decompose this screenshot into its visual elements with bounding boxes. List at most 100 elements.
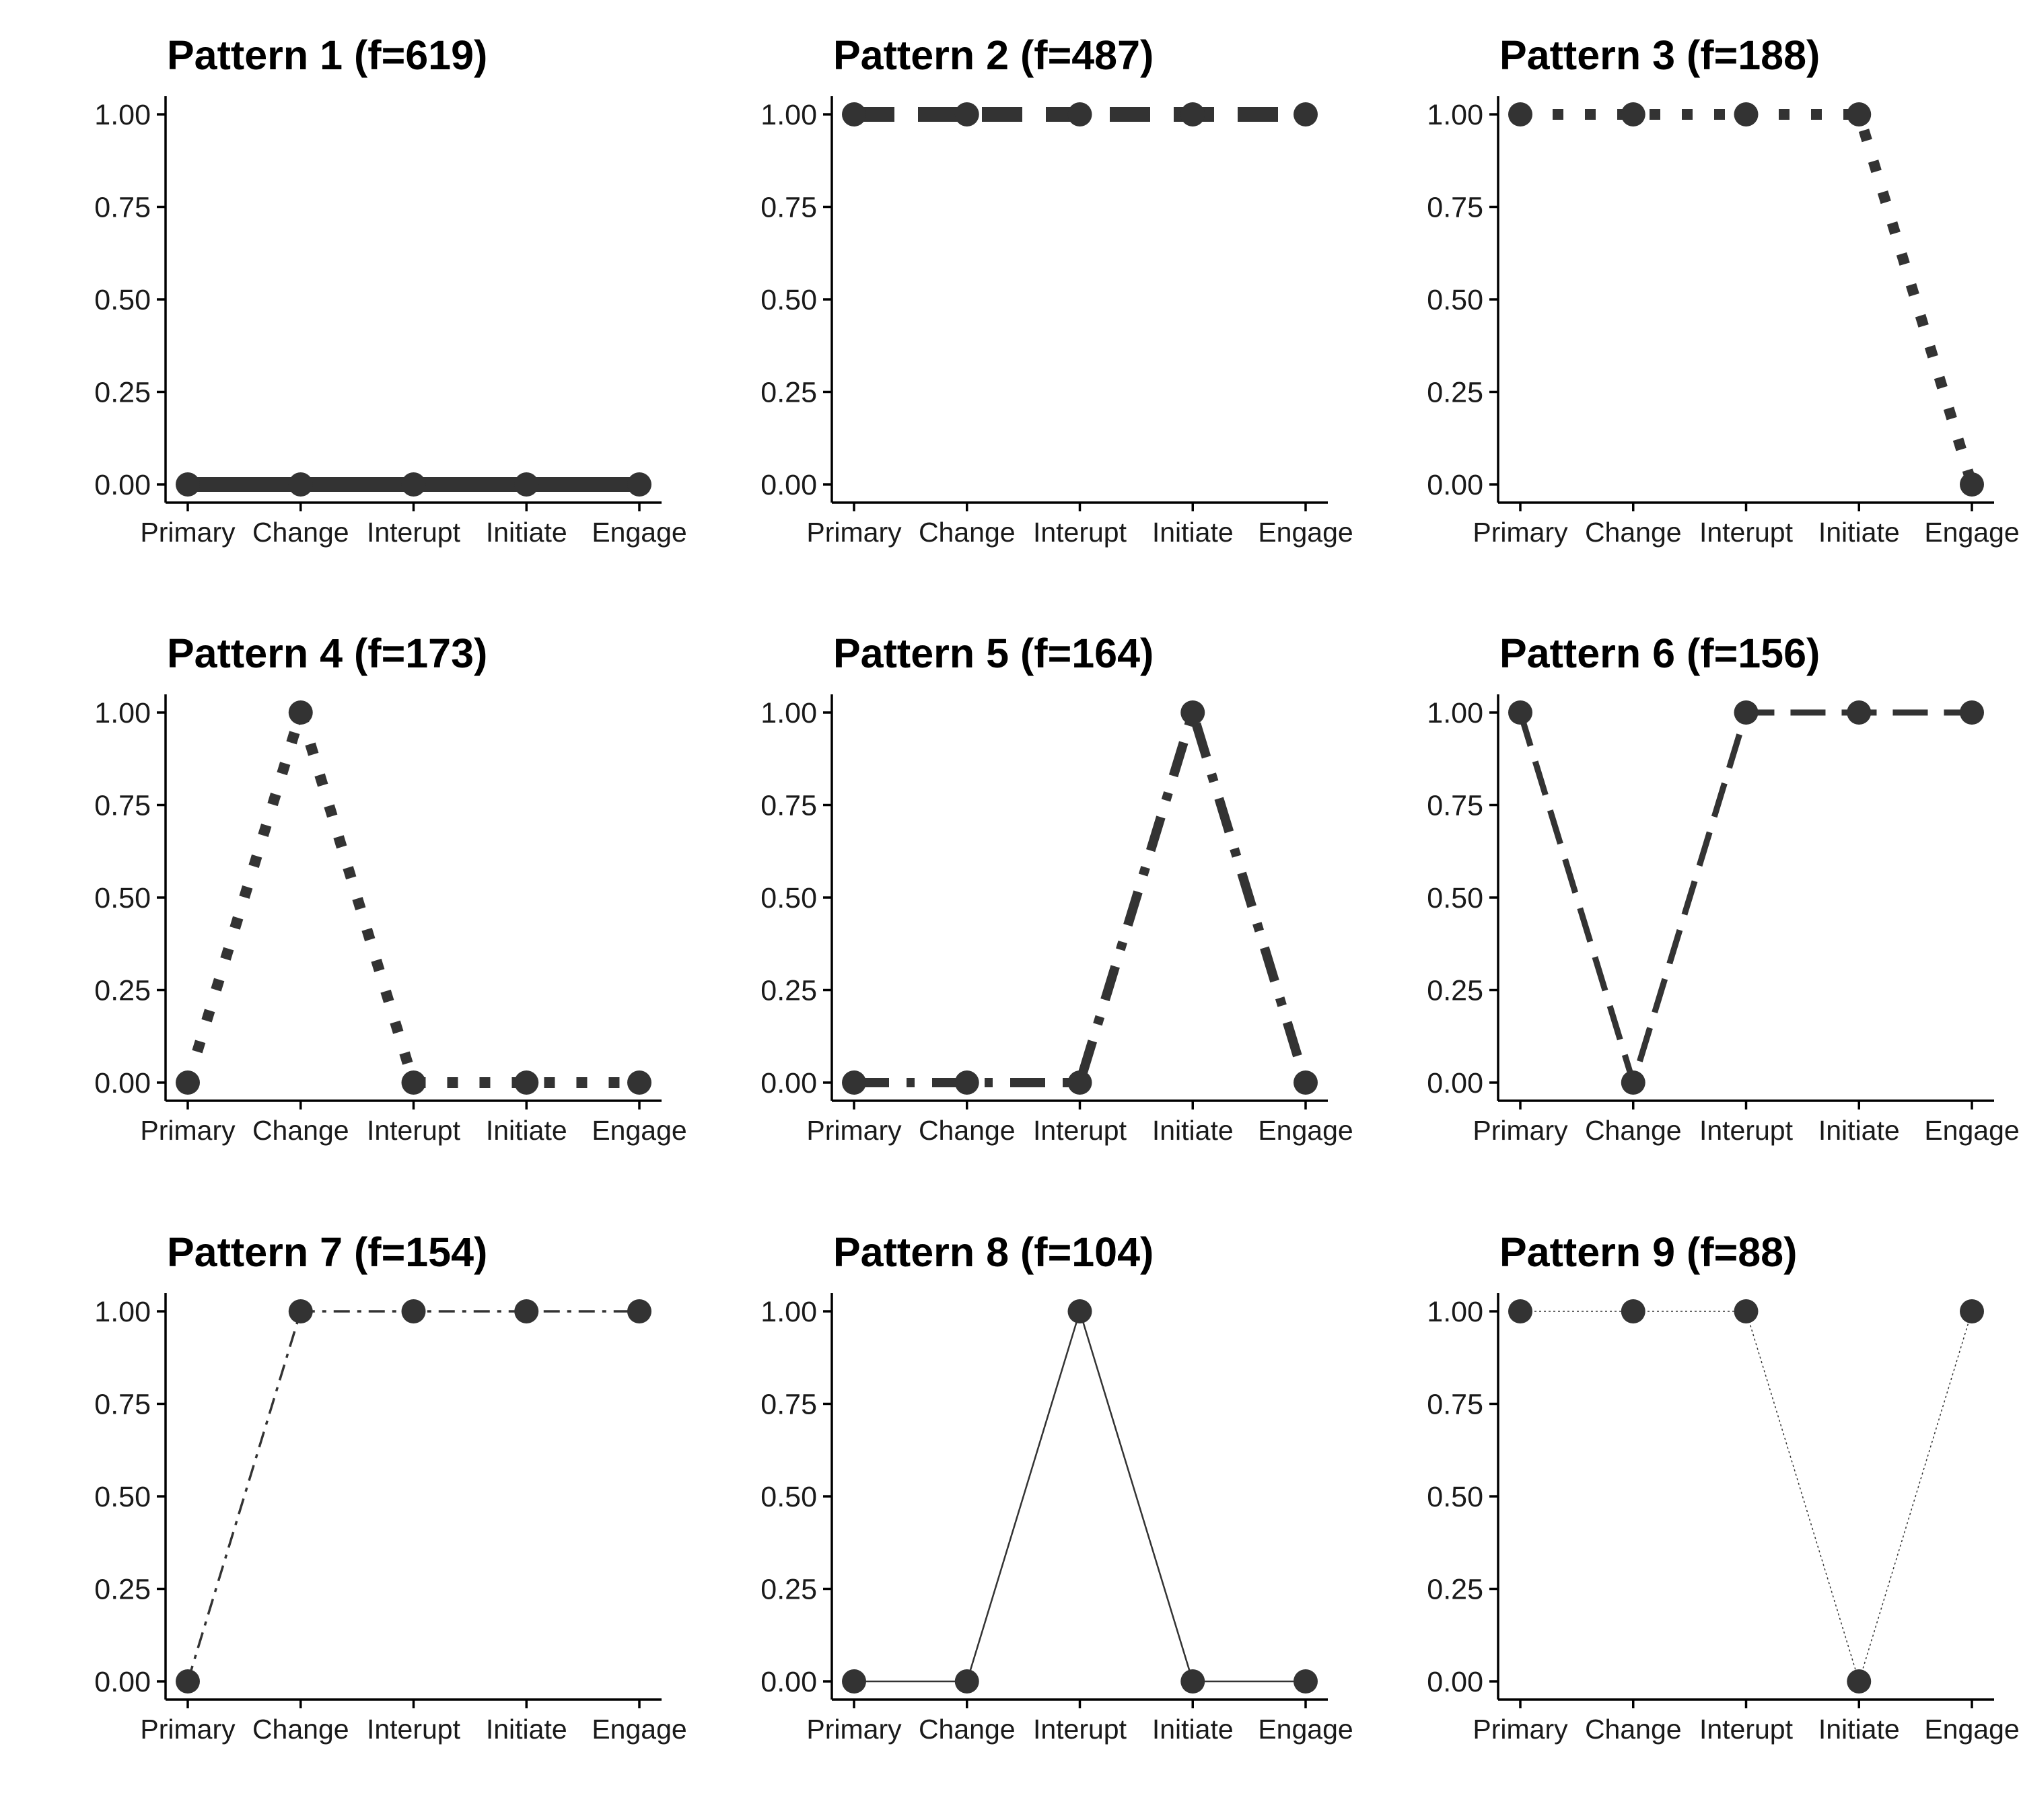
x-tick-label: Initiate [486,1714,567,1745]
x-tick-label: Change [919,1115,1016,1146]
y-tick-label: 1.00 [760,697,817,729]
data-point [1067,102,1092,126]
data-point [1847,1669,1872,1694]
x-tick-label: Initiate [1152,517,1234,548]
x-tick-label: Change [1585,1115,1682,1146]
y-tick-label: 0.00 [760,1067,817,1099]
panel-5: Pattern 5 (f=164) 0.00 0.25 0.50 0.75 1.00 Pri… [760,630,1353,1146]
data-point [176,472,200,497]
y-tick-label: 0.75 [1427,790,1483,822]
data-point [514,472,539,497]
x-tick-label: Change [252,517,349,548]
data-point [954,1669,979,1694]
y-tick-label: 0.00 [760,469,817,501]
x-tick-label: Engage [1258,517,1353,548]
x-tick-label: Initiate [1818,517,1900,548]
y-tick-label: 0.75 [760,1389,817,1421]
y-tick-label: 0.75 [1427,192,1483,224]
y-tick-label: 0.25 [94,377,151,409]
y-tick-label: 1.00 [94,697,151,729]
x-tick-label: Primary [1473,1115,1568,1146]
panel-title: Pattern 6 (f=156) [1499,630,1820,676]
y-tick-label: 0.25 [94,975,151,1007]
x-tick-label: Primary [140,517,236,548]
x-tick-label: Engage [592,517,686,548]
x-tick-label: Initiate [1818,1714,1900,1745]
panel-7: Pattern 7 (f=154) 0.00 0.25 0.50 0.75 1.00 Pri… [94,1229,686,1745]
y-tick-label: 0.50 [1427,1481,1483,1513]
panel-title: Pattern 1 (f=619) [167,32,487,78]
y-tick-label: 1.00 [94,1296,151,1328]
panel-title: Pattern 8 (f=104) [833,1229,1154,1275]
series-line [1520,109,1977,486]
y-tick-label: 0.25 [760,1574,817,1606]
data-point [288,472,313,497]
data-point [1960,472,1984,497]
y-tick-label: 0.75 [1427,1389,1483,1421]
y-tick-label: 0.75 [94,192,151,224]
y-tick-label: 0.75 [94,1389,151,1421]
x-tick-label: Interupt [367,1115,461,1146]
x-tick-label: Interupt [1699,517,1794,548]
y-tick-label: 0.50 [1427,284,1483,316]
data-point [401,1070,426,1095]
y-tick-label: 0.75 [94,790,151,822]
data-point [627,472,651,497]
panel-title: Pattern 5 (f=164) [833,630,1154,676]
y-tick-label: 0.25 [1427,975,1483,1007]
data-point [1621,1070,1645,1095]
data-point [1180,700,1205,725]
series-line [854,696,1310,1087]
y-tick-label: 0.50 [94,1481,151,1513]
x-tick-label: Engage [1924,1714,2019,1745]
data-point [1180,1669,1205,1694]
data-point [401,1299,426,1323]
x-tick-label: Engage [1924,517,2019,548]
data-point [1960,1299,1984,1323]
data-point [514,1070,539,1095]
data-point [842,102,866,126]
data-point [288,1299,313,1323]
x-tick-label: Interupt [1033,1115,1127,1146]
y-tick-label: 0.50 [1427,882,1483,914]
data-point [401,472,426,497]
y-tick-label: 0.25 [760,377,817,409]
y-tick-label: 1.00 [1427,99,1483,131]
panel-title: Pattern 3 (f=188) [1499,32,1820,78]
y-tick-label: 0.25 [760,975,817,1007]
series-line [186,1310,639,1682]
data-point [1508,1299,1532,1323]
y-tick-label: 0.25 [94,1574,151,1606]
series-line [182,694,639,1088]
x-tick-label: Initiate [1818,1115,1900,1146]
data-point [1960,700,1984,725]
x-tick-label: Initiate [1152,1714,1234,1745]
x-tick-label: Engage [1258,1115,1353,1146]
data-point [627,1299,651,1323]
x-tick-label: Primary [1473,1714,1568,1745]
data-point [1294,102,1318,126]
y-tick-label: 0.00 [94,1067,151,1099]
y-tick-label: 0.00 [1427,1666,1483,1698]
y-tick-label: 1.00 [1427,1296,1483,1328]
panel-4: Pattern 4 (f=173) 0.00 0.25 0.50 0.75 1.00 Pri… [94,630,686,1146]
series-line [1520,1311,1973,1683]
x-tick-label: Interupt [367,517,461,548]
data-point [1621,102,1645,126]
panel-8: Pattern 8 (f=104) 0.00 0.25 0.50 0.75 1.00 Pri… [760,1229,1353,1745]
data-point [1508,102,1532,126]
y-tick-label: 0.00 [1427,469,1483,501]
x-tick-label: Engage [1258,1714,1353,1745]
data-point [842,1669,866,1694]
x-tick-label: Primary [1473,517,1568,548]
x-tick-label: Change [252,1714,349,1745]
x-tick-label: Interupt [1033,517,1127,548]
panel-6: Pattern 6 (f=156) 0.00 0.25 0.50 0.75 1.00 Pri… [1427,630,2019,1146]
data-point [176,1070,200,1095]
x-tick-label: Interupt [1699,1714,1794,1745]
x-tick-label: Change [919,1714,1016,1745]
y-tick-label: 1.00 [760,1296,817,1328]
x-tick-label: Primary [140,1115,236,1146]
x-tick-label: Change [1585,517,1682,548]
